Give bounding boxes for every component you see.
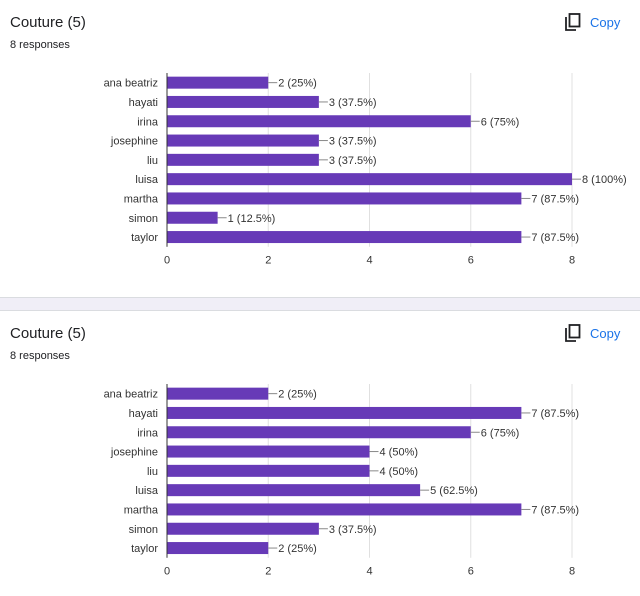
bar[interactable] <box>167 173 572 186</box>
bar[interactable] <box>167 522 319 535</box>
x-tick-label: 0 <box>164 255 170 267</box>
x-tick-label: 8 <box>569 566 575 578</box>
x-tick-label: 4 <box>366 255 372 267</box>
copy-button[interactable]: Copy <box>565 321 630 345</box>
bar[interactable] <box>167 76 269 89</box>
category-label: martha <box>124 193 159 205</box>
bar[interactable] <box>167 406 522 419</box>
x-tick-label: 6 <box>468 566 474 578</box>
category-label: taylor <box>131 232 158 244</box>
response-count: 8 responses <box>10 39 70 51</box>
card-separator <box>0 297 640 311</box>
chart-title: Couture (5) <box>10 14 86 31</box>
category-label: josephine <box>110 447 158 459</box>
data-label: 7 (87.5%) <box>531 504 579 516</box>
bar[interactable] <box>167 445 370 458</box>
bar[interactable] <box>167 387 269 400</box>
data-label: 8 (100%) <box>582 174 627 186</box>
data-label: 4 (50%) <box>380 466 419 478</box>
category-label: hayati <box>129 97 158 109</box>
data-label: 7 (87.5%) <box>531 408 579 420</box>
data-label: 7 (87.5%) <box>531 232 579 244</box>
copy-button[interactable]: Copy <box>565 10 630 34</box>
category-label: ana beatriz <box>104 78 158 90</box>
bar[interactable] <box>167 503 522 516</box>
category-label: taylor <box>131 543 158 555</box>
bar[interactable] <box>167 231 522 244</box>
category-label: simon <box>129 213 158 225</box>
chart-card-1: Couture (5) 8 responses Copy 0 2 4 6 8 ana be… <box>0 0 640 297</box>
category-label: martha <box>124 504 159 516</box>
data-label: 7 (87.5%) <box>531 193 579 205</box>
bar-chart: 0 2 4 6 8 ana beatriz 2 (25%) hayati 7 (87.5%) ir… <box>104 384 579 578</box>
category-label: liu <box>147 155 158 167</box>
bar[interactable] <box>167 542 269 555</box>
data-label: 2 (25%) <box>278 78 317 90</box>
copy-label: Copy <box>590 14 621 30</box>
category-label: luisa <box>135 485 159 497</box>
chart-card-2: Couture (5) 8 responses Copy 0 2 4 6 8 ana be… <box>0 311 640 596</box>
bar[interactable] <box>167 211 218 224</box>
data-label: 3 (37.5%) <box>329 97 377 109</box>
copy-icon <box>565 324 581 342</box>
data-label: 2 (25%) <box>278 389 317 401</box>
bar[interactable] <box>167 115 471 128</box>
bar[interactable] <box>167 153 319 166</box>
bar[interactable] <box>167 95 319 108</box>
bar[interactable] <box>167 484 421 497</box>
data-label: 5 (62.5%) <box>430 485 478 497</box>
data-label: 2 (25%) <box>278 543 317 555</box>
data-label: 4 (50%) <box>380 447 419 459</box>
bar[interactable] <box>167 192 522 205</box>
data-label: 6 (75%) <box>481 427 520 439</box>
data-label: 1 (12.5%) <box>228 213 276 225</box>
x-tick-label: 2 <box>265 566 271 578</box>
x-tick-label: 4 <box>366 566 372 578</box>
category-label: liu <box>147 466 158 478</box>
x-tick-label: 8 <box>569 255 575 267</box>
category-label: simon <box>129 524 158 536</box>
data-label: 6 (75%) <box>481 116 520 128</box>
copy-label: Copy <box>590 325 621 341</box>
bar[interactable] <box>167 464 370 477</box>
category-label: luisa <box>135 174 159 186</box>
category-label: josephine <box>110 136 158 148</box>
x-tick-label: 6 <box>468 255 474 267</box>
category-label: irina <box>137 116 159 128</box>
data-label: 3 (37.5%) <box>329 136 377 148</box>
bar[interactable] <box>167 134 319 147</box>
category-label: ana beatriz <box>104 389 158 401</box>
data-label: 3 (37.5%) <box>329 524 377 536</box>
x-tick-label: 2 <box>265 255 271 267</box>
chart-title: Couture (5) <box>10 325 86 342</box>
x-tick-label: 0 <box>164 566 170 578</box>
copy-icon <box>565 13 581 31</box>
bar[interactable] <box>167 426 471 439</box>
category-label: irina <box>137 427 159 439</box>
response-count: 8 responses <box>10 350 70 362</box>
category-label: hayati <box>129 408 158 420</box>
data-label: 3 (37.5%) <box>329 155 377 167</box>
bar-chart: 0 2 4 6 8 ana beatriz 2 (25%) hayati 3 (37.5%) ir… <box>104 73 627 267</box>
